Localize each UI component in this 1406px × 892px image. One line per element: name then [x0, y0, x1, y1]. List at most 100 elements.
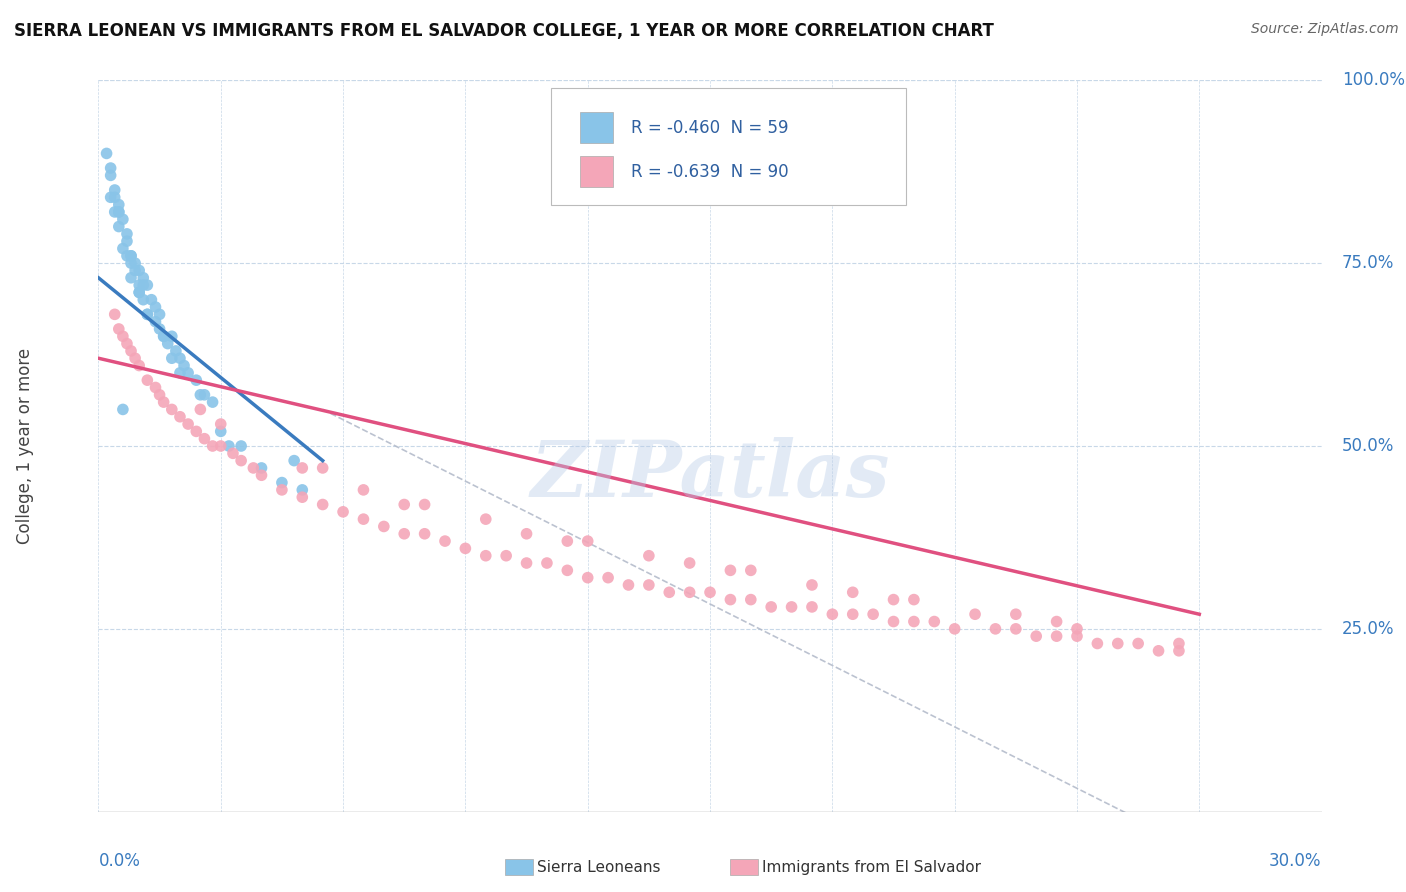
Text: 0.0%: 0.0%	[98, 852, 141, 870]
Point	[883, 615, 905, 629]
Point	[352, 512, 374, 526]
Text: Immigrants from El Salvador: Immigrants from El Salvador	[762, 860, 981, 874]
Point	[165, 343, 187, 358]
Point	[177, 417, 200, 431]
Point	[152, 329, 174, 343]
Point	[169, 409, 191, 424]
Point	[193, 388, 215, 402]
Point	[104, 307, 127, 321]
Point	[637, 578, 661, 592]
Point	[111, 212, 134, 227]
Point	[1025, 629, 1047, 643]
Point	[149, 322, 172, 336]
Point	[209, 425, 232, 439]
Point	[145, 380, 167, 394]
Point	[120, 249, 142, 263]
Point	[679, 556, 702, 570]
Point	[141, 293, 163, 307]
Point	[156, 336, 179, 351]
Point	[132, 270, 155, 285]
Point	[186, 425, 208, 439]
Point	[218, 439, 240, 453]
Point	[188, 402, 212, 417]
Point	[173, 359, 195, 373]
Point	[454, 541, 477, 556]
Point	[104, 190, 127, 204]
Point	[352, 483, 374, 497]
Point	[291, 483, 314, 497]
Point	[1167, 636, 1189, 650]
Point	[124, 263, 146, 277]
Point	[100, 161, 122, 175]
Point	[373, 519, 395, 533]
Point	[120, 343, 142, 358]
Point	[759, 599, 782, 614]
Point	[201, 439, 224, 453]
Point	[801, 599, 824, 614]
Point	[312, 461, 335, 475]
Point	[120, 256, 142, 270]
Point	[555, 534, 579, 549]
Point	[474, 512, 498, 526]
Point	[169, 351, 191, 366]
Point	[108, 205, 131, 219]
Point	[128, 285, 150, 300]
Point	[1128, 636, 1150, 650]
Point	[100, 169, 122, 183]
Point	[209, 417, 232, 431]
Point	[1066, 629, 1088, 643]
Text: R = -0.639  N = 90: R = -0.639 N = 90	[630, 162, 789, 181]
Point	[160, 402, 183, 417]
Point	[1085, 636, 1108, 650]
Point	[169, 366, 191, 380]
Point	[96, 146, 118, 161]
Point	[1147, 644, 1170, 658]
Point	[291, 490, 314, 504]
Point	[104, 205, 127, 219]
Text: College, 1 year or more: College, 1 year or more	[15, 348, 34, 544]
Point	[115, 227, 138, 241]
Point	[128, 263, 150, 277]
Point	[160, 351, 183, 366]
Text: 30.0%: 30.0%	[1270, 852, 1322, 870]
Text: Source: ZipAtlas.com: Source: ZipAtlas.com	[1251, 22, 1399, 37]
Point	[115, 336, 138, 351]
Point	[658, 585, 681, 599]
Point	[1045, 615, 1069, 629]
Point	[596, 571, 619, 585]
Point	[291, 461, 314, 475]
Point	[903, 592, 925, 607]
Point	[186, 373, 208, 387]
Point	[1004, 622, 1026, 636]
Point	[270, 475, 294, 490]
Point	[124, 256, 146, 270]
Point	[108, 197, 131, 211]
Point	[108, 205, 131, 219]
Point	[283, 453, 305, 467]
Point	[516, 556, 538, 570]
Point	[1066, 622, 1088, 636]
Point	[111, 242, 134, 256]
Point	[136, 278, 159, 293]
Point	[984, 622, 1007, 636]
Point	[128, 278, 150, 293]
Point	[699, 585, 721, 599]
Point	[193, 432, 215, 446]
Point	[104, 183, 127, 197]
Text: R = -0.460  N = 59: R = -0.460 N = 59	[630, 119, 787, 136]
Point	[128, 359, 150, 373]
Point	[922, 615, 945, 629]
Point	[903, 615, 925, 629]
Point	[201, 395, 224, 409]
Point	[332, 505, 354, 519]
Point	[718, 563, 742, 577]
Text: 50.0%: 50.0%	[1341, 437, 1395, 455]
Point	[821, 607, 844, 622]
Point	[312, 498, 335, 512]
Point	[617, 578, 640, 592]
Point	[270, 483, 294, 497]
Text: 25.0%: 25.0%	[1341, 620, 1395, 638]
Point	[413, 526, 436, 541]
Point	[160, 329, 183, 343]
Point	[149, 388, 172, 402]
